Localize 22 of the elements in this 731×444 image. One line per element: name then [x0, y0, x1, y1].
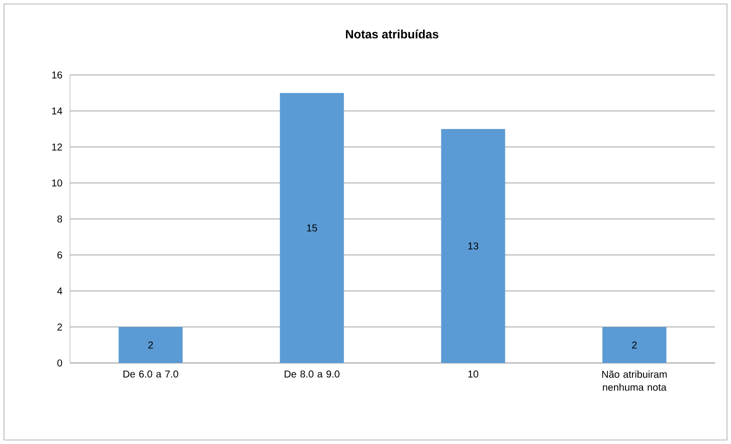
data-label: 15 [307, 224, 318, 232]
y-tick-label: 16 [52, 71, 62, 79]
data-label: 2 [148, 342, 153, 348]
y-tick-label: 0 [57, 359, 62, 367]
x-tick-label: 10 [468, 370, 478, 378]
y-tick-label: 4 [57, 288, 62, 294]
y-tick-label: 10 [52, 179, 62, 187]
y-tick-label: 14 [52, 108, 62, 114]
x-tick-label: De 6.0 a 7.0 [123, 370, 178, 378]
data-label: 2 [632, 342, 637, 348]
data-label: 13 [468, 242, 478, 250]
chart-title: Notas atribuídas [346, 30, 438, 38]
x-tick-label: Não atribuiram nenhuma nota [602, 370, 667, 391]
y-tick-label: 2 [57, 324, 62, 330]
bar [602, 326, 666, 363]
y-tick-label: 8 [57, 215, 62, 223]
bar [441, 128, 506, 363]
x-tick-label: De 8.0 a 9.0 [284, 370, 340, 378]
y-tick-label: 12 [52, 144, 62, 150]
bar [118, 326, 183, 363]
y-tick-label: 6 [57, 251, 62, 259]
bar [280, 92, 344, 363]
